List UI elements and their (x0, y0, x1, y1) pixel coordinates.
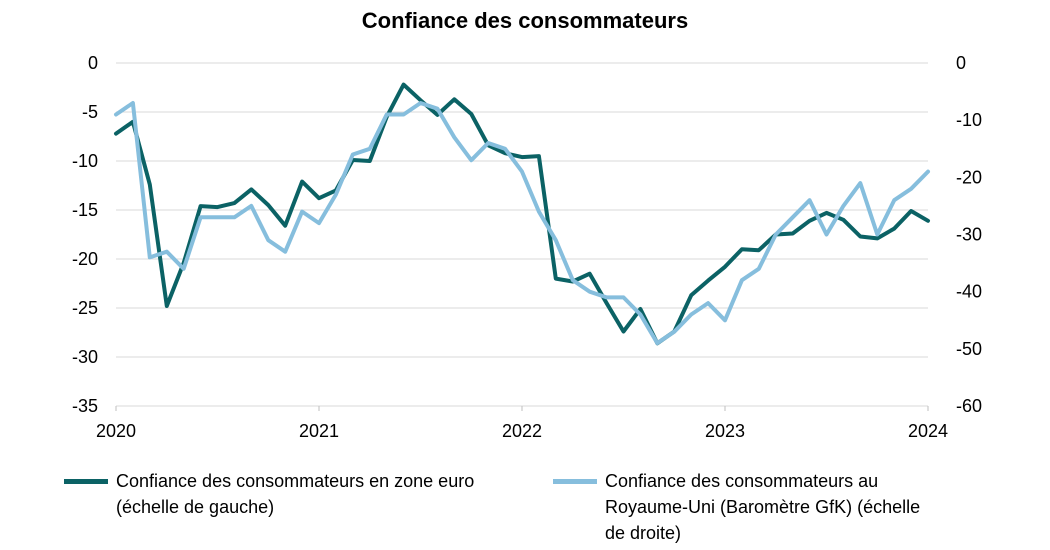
right-tick-label: -50 (956, 339, 982, 359)
series-line-euro (114, 82, 930, 346)
legend-label-euro: Confiance des consommateurs en zone euro… (116, 471, 475, 517)
x-tick-label: 2022 (502, 421, 542, 441)
left-tick-label: -10 (72, 151, 98, 171)
legend-swatch-euro (64, 479, 108, 484)
right-tick-label: -10 (956, 110, 982, 130)
series-line-uk (114, 101, 930, 346)
left-tick-label: 0 (88, 53, 98, 73)
left-axis-ticks: 0 -5 -10 -15 -20 -25 -30 -35 (72, 53, 98, 416)
x-tick-label: 2021 (299, 421, 339, 441)
right-tick-label: -30 (956, 225, 982, 245)
right-tick-label: -60 (956, 396, 982, 416)
left-tick-label: -25 (72, 298, 98, 318)
left-tick-label: -20 (72, 249, 98, 269)
x-tick-label: 2023 (705, 421, 745, 441)
series-lines (114, 82, 930, 346)
right-tick-label: -20 (956, 167, 982, 187)
legend-swatch-uk (553, 479, 597, 484)
x-tick-label: 2020 (96, 421, 136, 441)
left-tick-label: -35 (72, 396, 98, 416)
left-tick-label: -5 (82, 102, 98, 122)
right-axis-ticks: 0 -10 -20 -30 -40 -50 -60 (956, 53, 982, 416)
left-tick-label: -30 (72, 347, 98, 367)
gridlines (116, 62, 928, 407)
chart-title: Confiance des consommateurs (361, 8, 689, 33)
right-tick-label: 0 (956, 53, 966, 73)
x-axis-ticks: 2020 2021 2022 2023 2024 (96, 406, 948, 441)
legend-item-uk: Confiance des consommateurs au Royaume-U… (553, 468, 943, 546)
x-tick-label: 2024 (908, 421, 948, 441)
left-tick-label: -15 (72, 200, 98, 220)
right-tick-label: -40 (956, 282, 982, 302)
legend-label-uk: Confiance des consommateurs au Royaume-U… (605, 471, 921, 543)
legend-item-euro: Confiance des consommateurs en zone euro… (64, 468, 504, 520)
